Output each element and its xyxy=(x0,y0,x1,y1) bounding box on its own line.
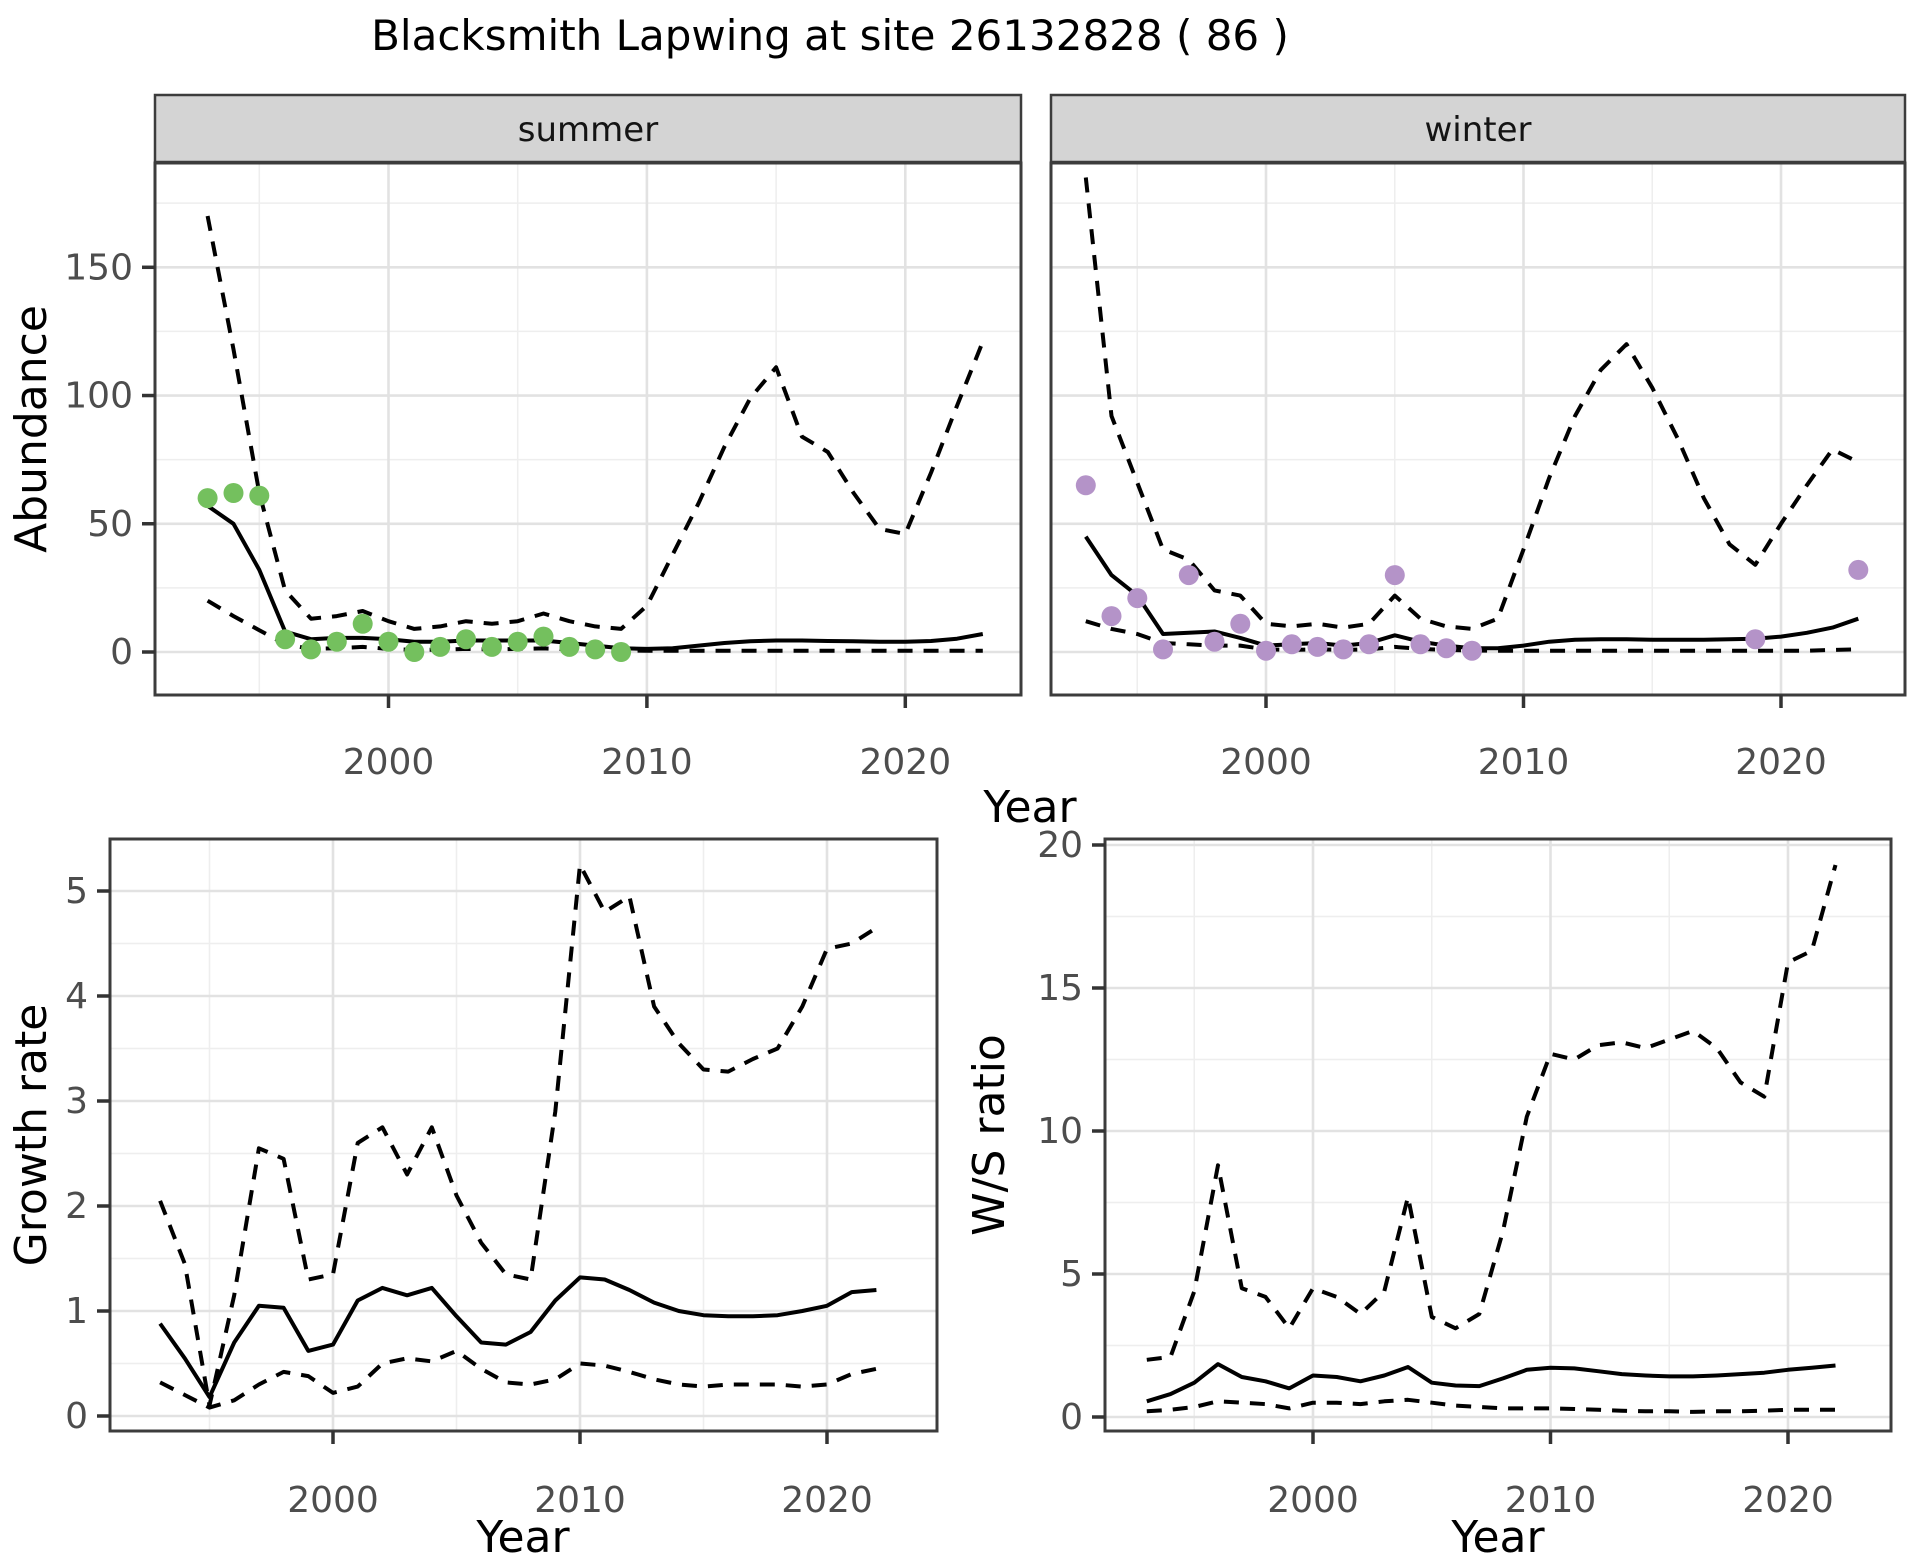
abundance-summer-y-tick-label: 50 xyxy=(87,504,133,545)
ws-ratio-y-tick-label: 10 xyxy=(1037,1111,1083,1152)
abundance-summer-observed-point xyxy=(249,485,270,506)
facet-label-winter: winter xyxy=(1424,110,1531,150)
growth-rate-x-tick-label: 2000 xyxy=(287,1480,379,1521)
ws-ratio-y-tick-label: 5 xyxy=(1060,1254,1083,1295)
abundance-winter-panel-border xyxy=(1049,161,1907,697)
abundance-winter-observed-point xyxy=(1307,636,1328,657)
abundance-summer-observed-point xyxy=(559,636,580,657)
abundance-summer-panel-background xyxy=(155,163,1021,695)
growth-rate-panel-border xyxy=(108,837,939,1433)
growth-rate-y-tick-label: 1 xyxy=(65,1291,88,1332)
y-axis-title-growth-rate: Growth rate xyxy=(6,1004,57,1267)
ws-ratio-x-tick-label: 2010 xyxy=(1505,1480,1597,1521)
growth-rate-y-tick-label: 4 xyxy=(65,976,88,1017)
abundance-summer-observed-point xyxy=(430,636,451,657)
abundance-summer-y-tick-label: 100 xyxy=(64,376,133,417)
growth-rate-x-tick-label: 2010 xyxy=(534,1480,626,1521)
abundance-summer-x-tick-label: 2010 xyxy=(601,742,693,783)
facet-label-summer: summer xyxy=(518,110,658,150)
growth-rate-upper-ci-line xyxy=(158,862,878,1408)
abundance-summer-facet-strip xyxy=(153,93,1023,164)
abundance-summer-observed-point xyxy=(197,488,218,509)
abundance-summer-observed-point xyxy=(223,483,244,503)
abundance-winter-x-tick-label: 2010 xyxy=(1478,742,1570,783)
x-axis-title-year-growth: Year xyxy=(475,1512,570,1560)
abundance-summer-observed-point xyxy=(404,642,425,662)
abundance-winter-observed-point xyxy=(1359,634,1379,655)
ws-ratio-upper-ci-line xyxy=(1146,864,1838,1362)
abundance-winter-observed-point xyxy=(1127,588,1148,609)
growth-rate-y-tick-label: 3 xyxy=(65,1081,88,1122)
ws-ratio-panel-border xyxy=(1103,837,1893,1433)
ws-ratio-panel-background xyxy=(1105,839,1891,1431)
abundance-winter-observed-point xyxy=(1436,638,1457,659)
abundance-summer-observed-point xyxy=(326,631,347,652)
abundance-summer-observed-point xyxy=(456,629,476,650)
abundance-winter-observed-point xyxy=(1462,640,1482,661)
abundance-winter-panel-background xyxy=(1051,163,1905,695)
abundance-winter-observed-point xyxy=(1075,475,1096,496)
abundance-summer-observed-point xyxy=(585,639,606,660)
abundance-summer-observed-point xyxy=(611,642,632,662)
abundance-winter-observed-point xyxy=(1256,640,1276,661)
abundance-summer-observed-point xyxy=(378,631,399,652)
ws-ratio-y-tick-label: 0 xyxy=(1060,1397,1083,1438)
x-axis-title-year-top: Year xyxy=(982,782,1077,833)
abundance-winter-observed-point xyxy=(1281,634,1302,655)
growth-rate-y-tick-label: 5 xyxy=(65,871,88,912)
ws-ratio-x-tick-label: 2000 xyxy=(1267,1480,1359,1521)
abundance-winter-observed-point xyxy=(1178,565,1199,586)
abundance-winter-observed-point xyxy=(1153,639,1173,660)
abundance-winter-observed-point xyxy=(1410,634,1431,655)
growth-rate-lower-ci-line xyxy=(159,1348,877,1410)
abundance-summer-x-tick-label: 2000 xyxy=(343,742,435,783)
growth-rate-x-tick-label: 2020 xyxy=(781,1480,873,1521)
abundance-winter-observed-point xyxy=(1848,559,1869,580)
y-axis-title-ws-ratio: W/S ratio xyxy=(964,1034,1015,1236)
abundance-winter-observed-point xyxy=(1101,606,1122,627)
abundance-summer-observed-point xyxy=(507,631,528,652)
abundance-summer-observed-point xyxy=(533,626,554,647)
abundance-winter-x-tick-label: 2020 xyxy=(1735,742,1827,783)
abundance-summer-panel-border xyxy=(153,161,1023,697)
abundance-winter-observed-point xyxy=(1384,565,1405,586)
ws-ratio-lower-ci-line xyxy=(1146,1397,1836,1414)
ws-ratio-x-tick-label: 2020 xyxy=(1742,1480,1834,1521)
abundance-winter-observed-point xyxy=(1204,631,1225,652)
abundance-summer-upper-ci-line xyxy=(205,215,985,631)
growth-rate-panel-background xyxy=(110,839,937,1431)
x-axis-title-year-ws: Year xyxy=(1450,1512,1545,1560)
abundance-winter-observed-point xyxy=(1333,639,1354,660)
abundance-summer-observed-point xyxy=(481,636,502,657)
ws-ratio-y-tick-label: 20 xyxy=(1037,825,1083,866)
abundance-summer-y-tick-label: 150 xyxy=(64,247,133,288)
abundance-summer-observed-point xyxy=(301,639,321,660)
abundance-winter-observed-point xyxy=(1745,629,1766,650)
abundance-winter-observed-point xyxy=(1230,613,1251,634)
growth-rate-y-tick-label: 0 xyxy=(65,1396,88,1437)
abundance-summer-observed-point xyxy=(352,613,373,634)
chart-title: Blacksmith Lapwing at site 26132828 ( 86… xyxy=(371,11,1289,60)
growth-rate-y-tick-label: 2 xyxy=(65,1186,88,1227)
ws-ratio-y-tick-label: 15 xyxy=(1037,968,1083,1009)
growth-rate-fit-line xyxy=(158,1275,877,1400)
abundance-winter-x-tick-label: 2000 xyxy=(1220,742,1312,783)
abundance-summer-observed-point xyxy=(275,629,296,650)
abundance-winter-upper-ci-line xyxy=(1083,177,1860,631)
ws-ratio-fit-line xyxy=(1146,1362,1836,1404)
y-axis-title-abundance: Abundance xyxy=(6,305,57,553)
abundance-summer-x-tick-label: 2020 xyxy=(859,742,951,783)
abundance-summer-y-tick-label: 0 xyxy=(110,632,133,673)
